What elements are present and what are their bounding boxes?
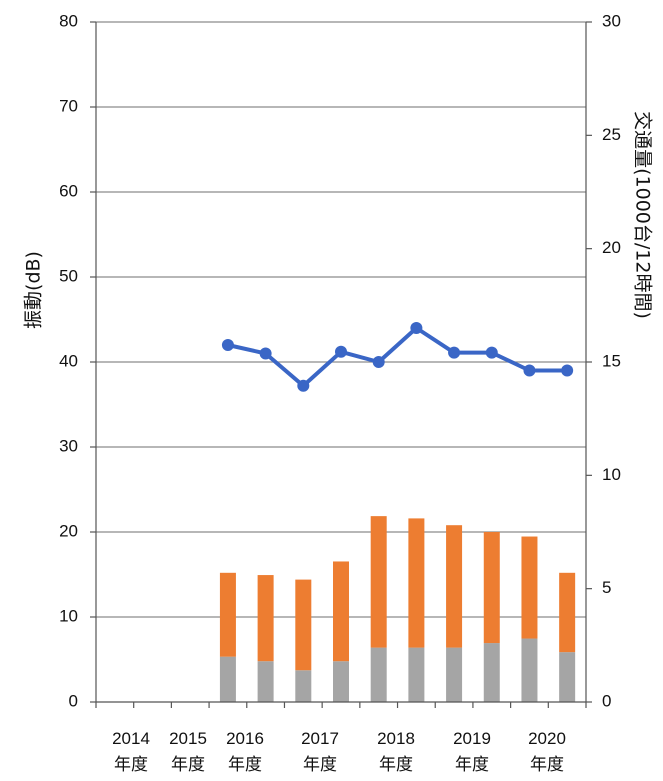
- right-axis-ticks: 0 5 10 15 20 25 30: [602, 11, 621, 710]
- right-axis-title: 交通量(1000台/12時間): [632, 111, 654, 319]
- bar-orange-segment: [521, 536, 538, 639]
- vibration-line-series: [221, 322, 574, 392]
- bar-orange-segment: [370, 516, 387, 648]
- left-tick-label: 30: [59, 436, 78, 455]
- x-tick-label-year: 2014: [112, 729, 150, 748]
- bar-gray-segment: [219, 656, 236, 702]
- left-tick-label: 10: [59, 606, 78, 625]
- left-tick-label: 50: [59, 266, 78, 285]
- left-tick-label: 80: [59, 11, 78, 30]
- vibration-point: [335, 345, 347, 358]
- vibration-point: [259, 347, 272, 360]
- right-tick-label: 15: [602, 351, 621, 370]
- x-tick-label-suffix: 年度: [303, 755, 337, 774]
- left-tick-label: 0: [69, 691, 78, 710]
- x-tick-label-year: 2018: [377, 729, 415, 748]
- right-tick-label: 25: [602, 125, 621, 144]
- x-tick-label-year: 2019: [453, 729, 491, 748]
- x-tick-label-year: 2015: [169, 729, 207, 748]
- bar-orange-segment: [295, 579, 312, 671]
- vibration-point: [523, 364, 536, 377]
- bar-gray-segment: [521, 638, 538, 702]
- bar-gray-segment: [559, 652, 576, 702]
- x-tick-label-year: 2020: [528, 729, 566, 748]
- right-tick-label: 5: [602, 578, 611, 597]
- right-tick-label: 0: [602, 691, 611, 710]
- left-tick-label: 20: [59, 521, 78, 540]
- bar-gray-segment: [370, 647, 387, 702]
- bar-orange-segment: [219, 572, 236, 657]
- x-tick-label-year: 2017: [301, 729, 339, 748]
- x-tick-label-suffix: 年度: [455, 755, 489, 774]
- bar-orange-segment: [446, 525, 463, 648]
- bar-gray-segment: [295, 670, 312, 702]
- right-tick-label: 20: [602, 238, 621, 257]
- axes: [90, 21, 592, 708]
- left-axis-ticks: 0 10 20 30 40 50 60 70 80: [59, 11, 78, 710]
- left-tick-label: 70: [59, 96, 78, 115]
- left-axis-title: 振動(dB): [23, 251, 45, 329]
- x-tick-label-suffix: 年度: [114, 755, 148, 774]
- vibration-point: [561, 364, 574, 377]
- left-tick-label: 60: [59, 181, 78, 200]
- x-axis-ticks: 2014 年度 2015 年度 2016 年度 2017 年度 2018 年度 2019 年度 2020…: [112, 729, 566, 774]
- vibration-point: [221, 339, 234, 351]
- bar-gray-segment: [408, 647, 425, 702]
- bar-gray-segment: [446, 647, 463, 702]
- bar-gray-segment: [333, 661, 349, 702]
- vibration-point: [410, 322, 423, 334]
- bar-gray-segment: [257, 661, 274, 702]
- bar-orange-segment: [559, 572, 576, 653]
- bar-series: [219, 516, 576, 702]
- right-tick-label: 30: [602, 11, 621, 30]
- x-tick-label-suffix: 年度: [228, 755, 262, 774]
- x-tick-label-suffix: 年度: [379, 755, 413, 774]
- bar-orange-segment: [257, 575, 274, 662]
- vibration-point: [485, 346, 498, 359]
- x-tick-label-suffix: 年度: [530, 755, 564, 774]
- vibration-line: [227, 326, 568, 388]
- bar-orange-segment: [483, 532, 500, 644]
- gridlines: [96, 21, 586, 618]
- vibration-point: [372, 356, 385, 368]
- x-tick-label-year: 2016: [226, 729, 264, 748]
- right-tick-label: 10: [602, 465, 621, 484]
- bar-gray-segment: [483, 643, 500, 702]
- vibration-point: [297, 379, 310, 392]
- left-tick-label: 40: [59, 351, 78, 370]
- bar-orange-segment: [333, 561, 349, 662]
- x-tick-label-suffix: 年度: [171, 755, 205, 774]
- vibration-point: [448, 346, 461, 359]
- bar-orange-segment: [408, 518, 425, 648]
